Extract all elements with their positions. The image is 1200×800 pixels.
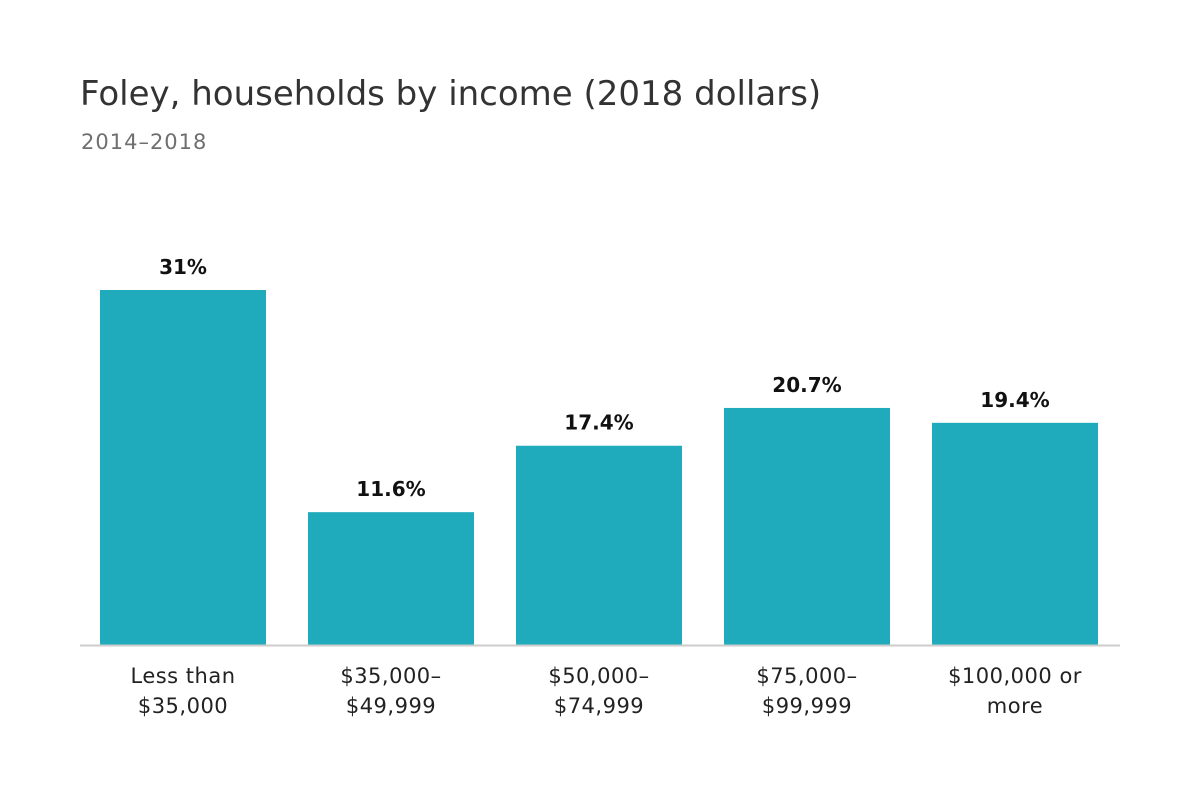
category-label: $100,000 or [948,664,1082,688]
category-label: $35,000– [340,664,441,688]
bar [932,422,1098,645]
bar [724,407,890,645]
category-label: $49,999 [346,694,436,718]
value-label: 19.4% [980,388,1049,412]
category-label: $50,000– [548,664,649,688]
chart-subtitle: 2014–2018 [81,130,208,154]
chart-title: Foley, households by income (2018 dollar… [80,74,822,114]
category-label: more [987,694,1043,718]
category-label: $35,000 [138,694,228,718]
category-label: Less than [130,664,235,688]
value-label: 17.4% [564,411,633,435]
bar [516,445,682,645]
bar [100,290,266,645]
value-label: 11.6% [356,477,425,501]
value-label: 31% [159,255,207,279]
category-label: $75,000– [756,664,857,688]
category-label: $74,999 [554,694,644,718]
category-label: $99,999 [762,694,852,718]
bar [308,512,474,645]
value-label: 20.7% [772,373,841,397]
